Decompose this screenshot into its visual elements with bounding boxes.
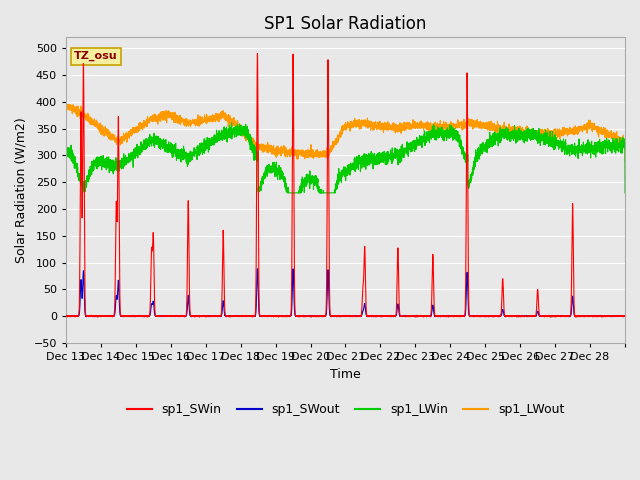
sp1_LWout <box>526 131 534 137</box>
sp1_LWin <box>228 120 236 126</box>
Line: sp1_LWout: sp1_LWout <box>66 104 625 161</box>
sp1_LWin <box>499 135 507 141</box>
sp1_SWout <box>367 313 374 319</box>
sp1_SWin <box>253 51 261 57</box>
sp1_SWout <box>541 313 548 319</box>
sp1_LWout <box>396 122 404 128</box>
sp1_LWout <box>621 158 629 164</box>
sp1_SWout <box>253 266 261 272</box>
sp1_SWin <box>621 313 629 319</box>
sp1_LWout <box>178 119 186 124</box>
sp1_SWout <box>499 307 507 313</box>
sp1_LWout <box>62 101 70 107</box>
sp1_LWin <box>397 154 404 160</box>
Legend: sp1_SWin, sp1_SWout, sp1_LWin, sp1_LWout: sp1_SWin, sp1_SWout, sp1_LWin, sp1_LWout <box>122 398 570 421</box>
sp1_SWin <box>178 313 186 319</box>
X-axis label: Time: Time <box>330 368 361 381</box>
sp1_LWin <box>62 144 70 149</box>
sp1_LWin <box>541 134 548 140</box>
sp1_LWin <box>367 159 374 165</box>
sp1_SWin <box>367 313 374 319</box>
sp1_SWout <box>397 313 404 319</box>
Title: SP1 Solar Radiation: SP1 Solar Radiation <box>264 15 427 33</box>
sp1_SWout <box>62 313 70 319</box>
sp1_SWin <box>397 313 404 319</box>
sp1_SWout <box>389 314 397 320</box>
sp1_SWin <box>94 314 102 320</box>
sp1_LWin <box>621 190 629 196</box>
sp1_SWout <box>621 313 629 319</box>
Text: TZ_osu: TZ_osu <box>74 51 118 61</box>
sp1_SWin <box>499 279 507 285</box>
sp1_LWin <box>284 190 291 196</box>
sp1_SWout <box>527 313 534 319</box>
Line: sp1_LWin: sp1_LWin <box>66 123 625 193</box>
sp1_LWout <box>541 130 548 135</box>
Line: sp1_SWin: sp1_SWin <box>66 54 625 317</box>
sp1_SWin <box>62 313 70 319</box>
sp1_LWout <box>366 121 374 127</box>
Line: sp1_SWout: sp1_SWout <box>66 269 625 317</box>
sp1_LWin <box>527 137 534 143</box>
sp1_SWout <box>178 313 186 319</box>
sp1_SWin <box>541 313 548 319</box>
Y-axis label: Solar Radiation (W/m2): Solar Radiation (W/m2) <box>15 117 28 263</box>
sp1_SWin <box>527 313 534 319</box>
sp1_LWin <box>178 149 186 155</box>
sp1_LWout <box>499 124 507 130</box>
